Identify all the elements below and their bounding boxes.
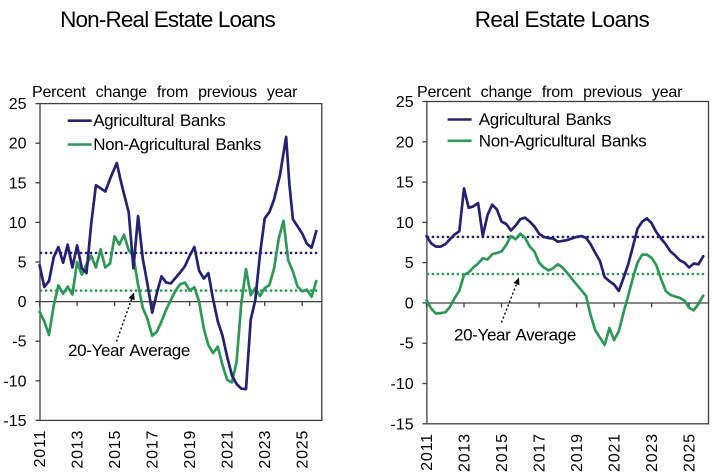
svg-text:-5: -5 xyxy=(399,336,413,353)
svg-text:2015: 2015 xyxy=(107,430,124,469)
svg-text:Non-Agricultural Banks: Non-Agricultural Banks xyxy=(479,131,647,150)
svg-text:2023: 2023 xyxy=(644,433,661,472)
svg-text:5: 5 xyxy=(18,255,27,272)
svg-text:2017: 2017 xyxy=(532,433,549,472)
svg-text:10: 10 xyxy=(9,215,27,232)
svg-text:2013: 2013 xyxy=(70,430,87,469)
svg-text:15: 15 xyxy=(9,175,27,192)
svg-text:25: 25 xyxy=(396,94,414,111)
svg-text:2011: 2011 xyxy=(419,433,436,471)
svg-text:0: 0 xyxy=(405,295,414,312)
svg-text:Non-Real Estate Loans: Non-Real Estate Loans xyxy=(60,7,275,32)
svg-text:25: 25 xyxy=(9,96,27,113)
svg-text:2013: 2013 xyxy=(456,433,473,472)
svg-text:2021: 2021 xyxy=(607,433,624,472)
svg-text:2023: 2023 xyxy=(257,430,274,469)
svg-text:-10: -10 xyxy=(390,376,413,393)
svg-text:2025: 2025 xyxy=(682,433,699,472)
svg-text:2015: 2015 xyxy=(494,433,511,472)
svg-text:20: 20 xyxy=(9,136,27,153)
svg-text:-5: -5 xyxy=(12,334,26,351)
svg-text:15: 15 xyxy=(396,175,414,192)
svg-text:Percent change from previous y: Percent change from previous year xyxy=(417,84,683,101)
svg-text:5: 5 xyxy=(405,255,414,272)
svg-text:-10: -10 xyxy=(3,373,26,390)
svg-text:Non-Agricultural Banks: Non-Agricultural Banks xyxy=(93,135,261,154)
svg-text:-15: -15 xyxy=(3,413,26,430)
svg-text:2011: 2011 xyxy=(32,430,49,468)
svg-text:-15: -15 xyxy=(390,416,413,433)
svg-text:2017: 2017 xyxy=(145,430,162,469)
svg-text:2021: 2021 xyxy=(220,430,237,469)
svg-text:Agricultural Banks: Agricultural Banks xyxy=(479,110,611,129)
svg-text:2019: 2019 xyxy=(182,430,199,469)
svg-text:0: 0 xyxy=(18,294,27,311)
svg-text:Real Estate Loans: Real Estate Loans xyxy=(475,7,650,32)
svg-text:2019: 2019 xyxy=(569,433,586,472)
svg-text:20-Year Average: 20-Year Average xyxy=(68,341,190,360)
svg-text:20-Year Average: 20-Year Average xyxy=(454,326,576,345)
svg-text:10: 10 xyxy=(396,215,414,232)
svg-text:Agricultural Banks: Agricultural Banks xyxy=(93,111,225,130)
svg-text:Percent change from previous y: Percent change from previous year xyxy=(32,84,298,101)
svg-text:2025: 2025 xyxy=(295,430,312,469)
svg-text:20: 20 xyxy=(396,134,414,151)
